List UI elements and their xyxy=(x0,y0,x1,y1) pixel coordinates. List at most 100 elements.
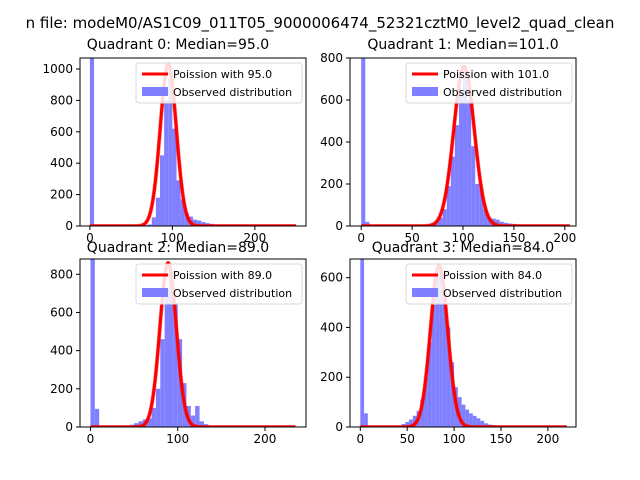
histogram-bar xyxy=(454,125,459,226)
histogram-bar xyxy=(151,217,156,226)
histogram-bar xyxy=(184,213,189,226)
histogram-bar xyxy=(89,58,95,226)
x-tick-label: 200 xyxy=(553,231,576,245)
x-tick-label: 50 xyxy=(400,432,415,446)
plot-area xyxy=(358,259,569,427)
x-tick-label: 100 xyxy=(452,231,475,245)
y-tick-label: 200 xyxy=(320,177,343,191)
histogram-bar xyxy=(465,409,470,427)
legend-box xyxy=(135,263,303,305)
x-tick-label: 0 xyxy=(87,432,95,446)
histogram-bar xyxy=(427,342,432,427)
legend-fit-label: Poission with 89.0 xyxy=(173,269,272,282)
legend-hist-label: Observed distribution xyxy=(173,287,292,300)
legend-hist-label: Observed distribution xyxy=(443,86,562,99)
y-tick-label: 1000 xyxy=(42,62,73,76)
histogram-bar xyxy=(420,399,425,427)
legend-box xyxy=(405,62,573,104)
histogram-bar xyxy=(405,422,410,427)
legend-hist-label: Observed distribution xyxy=(443,287,562,300)
histogram-bar xyxy=(438,217,443,226)
histogram-bar xyxy=(155,388,161,427)
fit-curve xyxy=(88,62,298,226)
x-tick-label: 0 xyxy=(86,231,94,245)
y-tick-label: 400 xyxy=(50,156,73,170)
histogram-bar xyxy=(180,199,185,226)
x-tick-label: 50 xyxy=(404,231,419,245)
legend-hist-label: Observed distribution xyxy=(173,86,292,99)
histogram-bar xyxy=(457,397,462,427)
legend-fit-label: Poission with 95.0 xyxy=(173,68,272,81)
y-tick-label: 800 xyxy=(320,51,343,65)
legend-hist-swatch xyxy=(142,87,168,96)
histogram-bar xyxy=(487,217,492,226)
histogram-bar xyxy=(450,362,455,427)
histogram-bar xyxy=(94,408,100,427)
histogram-bar xyxy=(164,289,170,427)
histogram-bar xyxy=(172,128,177,226)
histogram-bar xyxy=(480,420,485,427)
histogram-bar xyxy=(151,407,156,427)
histogram-bar xyxy=(155,197,161,226)
y-tick-label: 200 xyxy=(50,188,73,202)
fit-curve xyxy=(359,263,568,427)
legend-fit-label: Poission with 101.0 xyxy=(443,68,549,81)
histogram-bar xyxy=(503,222,508,226)
histogram-bar xyxy=(446,327,451,427)
axes-frame xyxy=(79,258,307,428)
histogram-bar xyxy=(461,404,466,427)
histogram-bar xyxy=(169,272,174,427)
histogram-bar xyxy=(176,180,181,226)
x-tick-label: 150 xyxy=(502,231,525,245)
legend-fit-label: Poission with 84.0 xyxy=(443,269,542,282)
plot-area xyxy=(88,259,298,427)
histogram-bar xyxy=(435,275,440,427)
histogram-bar xyxy=(479,188,484,226)
fit-curve xyxy=(89,261,297,427)
histogram-bar xyxy=(195,406,200,427)
y-tick-label: 400 xyxy=(320,135,343,149)
histogram-bar xyxy=(442,290,447,427)
y-tick-label: 0 xyxy=(335,420,343,434)
y-tick-label: 200 xyxy=(50,382,73,396)
histogram-bar xyxy=(199,421,204,427)
axes-frame xyxy=(79,57,307,227)
histogram-bar xyxy=(147,224,152,226)
histogram-bar xyxy=(471,146,476,226)
histogram-bar xyxy=(424,377,428,427)
quadrant-3-panel: 0 50 100 150 200 0 200 400 600 Poission with 84.0… xyxy=(320,240,577,446)
x-tick-label: 200 xyxy=(254,432,277,446)
quadrant-2-panel: 0 100 200 0 200 400 600 800 Poission with 89.0 Ob… xyxy=(50,240,307,446)
legend: Poission with 84.0 Observed distribution xyxy=(405,263,573,305)
histogram-bar xyxy=(412,415,417,427)
y-tick-label: 800 xyxy=(50,267,73,281)
quadrant-0-panel: 0 100 200 0 200 400 600 800 1000 Poission with 95… xyxy=(42,37,307,245)
histogram-bar xyxy=(364,413,368,427)
quadrant-1-panel: 0 50 100 150 200 0 200 400 600 800 Poission with 1… xyxy=(320,37,577,245)
histogram-bar xyxy=(193,219,198,226)
histogram-bar xyxy=(458,91,463,226)
figure-suptitle: n file: modeM0/AS1C09_011T05_9000006474_… xyxy=(26,14,615,33)
legend: Poission with 89.0 Observed distribution xyxy=(135,263,303,305)
histogram-bar xyxy=(177,339,183,427)
legend-box xyxy=(405,263,573,305)
y-tick-label: 800 xyxy=(50,93,73,107)
histogram-bar xyxy=(469,413,473,427)
quadrant-0-title: Quadrant 0: Median=95.0 xyxy=(87,37,269,53)
quadrant-3-title: Quadrant 3: Median=84.0 xyxy=(372,240,554,256)
histogram-bar xyxy=(476,418,481,427)
y-tick-label: 0 xyxy=(65,420,73,434)
histogram-bar xyxy=(160,155,165,226)
histogram-bar xyxy=(134,423,139,427)
histogram-bar xyxy=(484,423,488,427)
histogram-bar xyxy=(360,259,365,427)
histogram-bar xyxy=(450,156,455,226)
x-tick-label: 0 xyxy=(356,432,364,446)
histogram-bar xyxy=(446,186,451,226)
plot-area xyxy=(88,58,298,226)
histogram-bar xyxy=(190,415,196,427)
x-tick-label: 0 xyxy=(357,231,365,245)
histogram-bar xyxy=(463,70,468,226)
histogram-bar xyxy=(138,421,143,427)
